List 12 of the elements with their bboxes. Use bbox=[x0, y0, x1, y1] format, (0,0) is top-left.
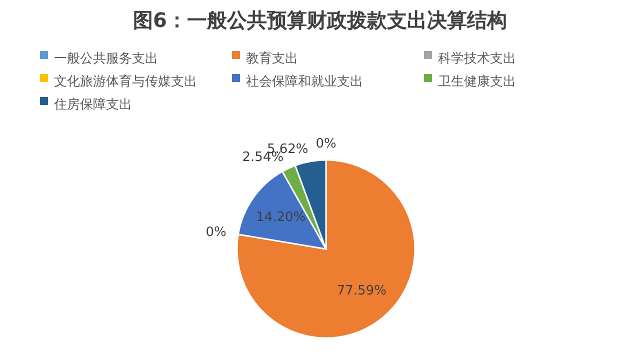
legend-label: 科学技术支出 bbox=[438, 52, 516, 67]
legend-label: 社会保障和就业支出 bbox=[246, 74, 363, 90]
data-label: 77.59% bbox=[336, 284, 386, 299]
legend-label: 住房保障支出 bbox=[53, 96, 132, 113]
legend-label: 教育支出 bbox=[246, 50, 298, 67]
text: 0% bbox=[206, 224, 226, 240]
chart-title: 图6：一般公共预算财政拨款支出决算结构 bbox=[133, 8, 507, 32]
legend-label: 一般公共服务支出 bbox=[54, 52, 158, 67]
legend-label: 文化旅游体育与传媒支出 bbox=[54, 74, 197, 90]
legend-label: 卫生健康支出 bbox=[438, 74, 516, 90]
text: 0% bbox=[316, 136, 336, 152]
data-label: 14.20% bbox=[256, 210, 306, 225]
